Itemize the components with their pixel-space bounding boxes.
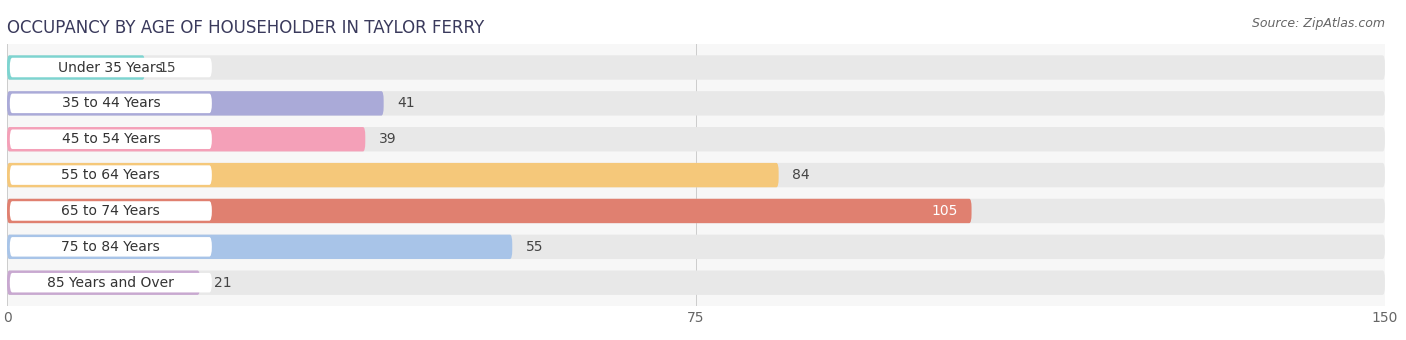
FancyBboxPatch shape <box>7 271 200 295</box>
FancyBboxPatch shape <box>10 58 212 77</box>
FancyBboxPatch shape <box>10 94 212 113</box>
Text: Source: ZipAtlas.com: Source: ZipAtlas.com <box>1251 17 1385 30</box>
Text: 85 Years and Over: 85 Years and Over <box>48 276 174 290</box>
FancyBboxPatch shape <box>7 55 1385 80</box>
FancyBboxPatch shape <box>7 271 1385 295</box>
Text: 55: 55 <box>526 240 544 254</box>
FancyBboxPatch shape <box>10 165 212 185</box>
FancyBboxPatch shape <box>7 235 1385 259</box>
Text: 84: 84 <box>793 168 810 182</box>
Text: 15: 15 <box>159 61 176 74</box>
FancyBboxPatch shape <box>7 127 1385 151</box>
FancyBboxPatch shape <box>7 91 384 116</box>
FancyBboxPatch shape <box>7 91 1385 116</box>
Text: 21: 21 <box>214 276 232 290</box>
Text: 45 to 54 Years: 45 to 54 Years <box>62 132 160 146</box>
FancyBboxPatch shape <box>7 163 779 187</box>
FancyBboxPatch shape <box>7 199 1385 223</box>
FancyBboxPatch shape <box>7 55 145 80</box>
Text: 55 to 64 Years: 55 to 64 Years <box>62 168 160 182</box>
Text: 65 to 74 Years: 65 to 74 Years <box>62 204 160 218</box>
Text: 41: 41 <box>398 96 415 110</box>
FancyBboxPatch shape <box>7 235 512 259</box>
FancyBboxPatch shape <box>10 201 212 221</box>
Text: OCCUPANCY BY AGE OF HOUSEHOLDER IN TAYLOR FERRY: OCCUPANCY BY AGE OF HOUSEHOLDER IN TAYLO… <box>7 19 484 37</box>
Text: 35 to 44 Years: 35 to 44 Years <box>62 96 160 110</box>
FancyBboxPatch shape <box>7 127 366 151</box>
Text: 75 to 84 Years: 75 to 84 Years <box>62 240 160 254</box>
FancyBboxPatch shape <box>7 163 1385 187</box>
Text: Under 35 Years: Under 35 Years <box>59 61 163 74</box>
FancyBboxPatch shape <box>10 237 212 257</box>
FancyBboxPatch shape <box>10 130 212 149</box>
FancyBboxPatch shape <box>7 199 972 223</box>
FancyBboxPatch shape <box>10 273 212 292</box>
Text: 105: 105 <box>931 204 957 218</box>
Text: 39: 39 <box>380 132 396 146</box>
